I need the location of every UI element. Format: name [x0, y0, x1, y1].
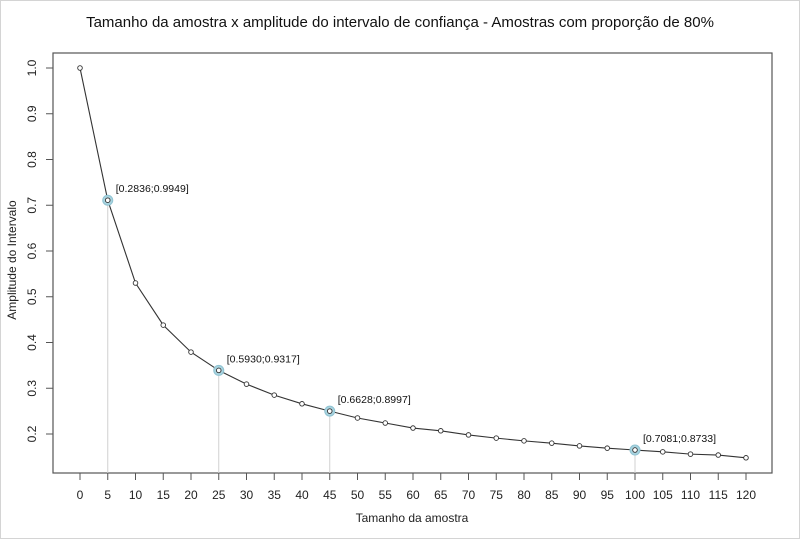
x-tick-label: 120 [736, 488, 756, 502]
x-tick-label: 30 [240, 488, 254, 502]
data-point [354, 415, 361, 421]
data-points [77, 65, 749, 461]
x-tick-label: 0 [77, 488, 84, 502]
data-point [576, 443, 583, 449]
x-tick-label: 15 [157, 488, 171, 502]
x-tick-label: 90 [573, 488, 587, 502]
annotation-label: [0.6628;0.8997] [338, 394, 411, 406]
data-point [687, 451, 694, 457]
data-point [327, 408, 333, 414]
y-tick-label: 0.6 [25, 242, 39, 259]
data-point [465, 432, 472, 438]
x-tick-label: 40 [295, 488, 309, 502]
data-point [604, 445, 611, 451]
data-point [743, 455, 749, 461]
data-point [160, 322, 166, 328]
x-tick-label: 110 [681, 488, 700, 502]
data-point [271, 392, 278, 398]
x-tick-label: 65 [434, 488, 448, 502]
x-tick-label: 60 [406, 488, 420, 502]
data-point [188, 349, 194, 355]
y-tick-label: 0.8 [25, 151, 39, 168]
data-point [132, 280, 139, 286]
x-tick-label: 25 [212, 488, 226, 502]
annotation-label: [0.2836;0.9949] [116, 183, 189, 195]
chart-title: Tamanho da amostra x amplitude do interv… [86, 14, 714, 31]
x-tick-label: 45 [323, 488, 337, 502]
x-tick-label: 10 [129, 488, 143, 502]
x-tick-label: 115 [709, 488, 728, 502]
data-point [438, 428, 444, 434]
plot-frame [52, 52, 773, 474]
data-point [104, 197, 111, 203]
x-axis: 0 5 10 15 20 25 30 35 40 45 50 55 60 65 70 75 80 85 90 95 10… [77, 473, 756, 502]
x-tick-label: 85 [545, 488, 559, 502]
data-point [77, 65, 83, 71]
x-tick-label: 55 [379, 488, 393, 502]
x-tick-label: 100 [625, 488, 645, 502]
data-point [660, 449, 666, 455]
y-tick-label: 0.5 [25, 288, 39, 305]
y-axis: 0.2 0.3 0.4 0.5 0.6 0.7 0.8 0.9 1.0 [25, 59, 53, 442]
data-point [632, 447, 638, 453]
data-point [299, 401, 305, 407]
x-tick-label: 75 [490, 488, 504, 502]
y-axis-title: Amplitude do Intervalo [5, 200, 19, 320]
data-point [715, 452, 722, 458]
y-tick-label: 0.7 [25, 197, 39, 214]
data-point [382, 420, 389, 426]
y-tick-label: 1.0 [25, 59, 39, 76]
data-point [493, 435, 500, 441]
data-point [549, 440, 555, 446]
x-tick-label: 80 [517, 488, 531, 502]
annotations: [0.2836;0.9949] [0.5930;0.9317] [0.6628;0.… [116, 183, 716, 445]
x-tick-label: 50 [351, 488, 365, 502]
x-tick-label: 35 [268, 488, 282, 502]
x-tick-label: 70 [462, 488, 476, 502]
reference-lines [107, 200, 636, 473]
y-tick-label: 0.2 [25, 425, 39, 442]
x-tick-label: 5 [104, 488, 111, 502]
annotation-label: [0.7081;0.8733] [643, 433, 716, 445]
data-point [521, 438, 527, 444]
y-tick-label: 0.9 [25, 105, 39, 122]
x-tick-label: 95 [601, 488, 615, 502]
x-tick-label: 20 [184, 488, 198, 502]
y-tick-label: 0.3 [25, 380, 39, 397]
data-point [215, 367, 222, 374]
data-point [410, 425, 416, 431]
x-tick-label: 105 [653, 488, 673, 502]
series-line [79, 67, 747, 459]
x-axis-title: Tamanho da amostra [356, 511, 469, 525]
data-point [243, 381, 250, 387]
annotation-label: [0.5930;0.9317] [227, 353, 300, 365]
y-tick-label: 0.4 [25, 334, 39, 351]
